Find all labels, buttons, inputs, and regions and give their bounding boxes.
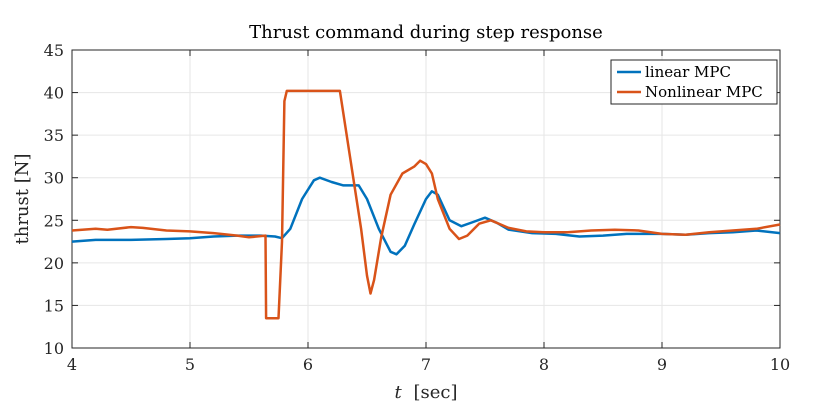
y-tick-label: 20: [44, 254, 64, 273]
chart-title: Thrust command during step response: [249, 22, 603, 43]
y-tick-label: 25: [44, 211, 64, 230]
x-tick-label: 6: [303, 355, 313, 374]
y-axis-label: thrust [N]: [12, 153, 33, 244]
y-tick-label: 40: [44, 84, 64, 103]
y-tick-label: 35: [44, 126, 64, 145]
legend-label-nonlinear-mpc: Nonlinear MPC: [645, 83, 763, 101]
series-line-nonlinear-mpc: [71, 89, 781, 320]
x-tick-label: 4: [67, 355, 77, 374]
y-tick-label: 15: [44, 296, 64, 315]
y-tick-label: 30: [44, 169, 64, 188]
x-axis-label-unit: [sec]: [413, 382, 457, 403]
x-axis-label-var: t: [395, 382, 403, 403]
x-tick-label: 5: [185, 355, 195, 374]
x-tick-label: 7: [421, 355, 431, 374]
x-axis-label: t [sec]: [395, 382, 458, 403]
series-layer: [71, 89, 781, 320]
legend: linear MPC Nonlinear MPC: [610, 59, 778, 105]
legend-box: [610, 59, 778, 105]
y-tick-label: 45: [44, 41, 64, 60]
x-tick-label: 9: [657, 355, 667, 374]
x-tick-label: 10: [770, 355, 790, 374]
y-tick-label: 10: [44, 339, 64, 358]
legend-label-linear-mpc: linear MPC: [645, 63, 731, 81]
x-tick-label: 8: [539, 355, 549, 374]
